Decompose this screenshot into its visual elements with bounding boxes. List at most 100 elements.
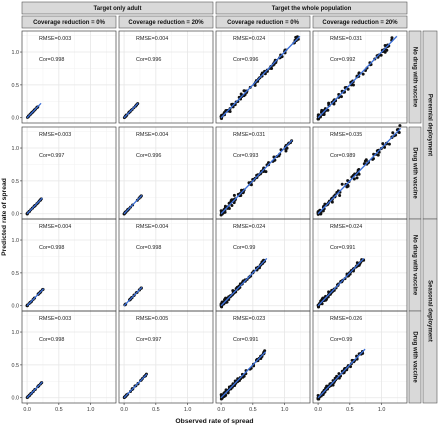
fit-line — [220, 257, 268, 307]
data-point — [390, 36, 394, 40]
rmse-label: RMSE=0.035 — [330, 132, 362, 138]
data-point — [242, 89, 246, 93]
fit-line — [317, 35, 398, 119]
rmse-label: RMSE=0.026 — [330, 316, 362, 322]
data-point — [330, 200, 334, 204]
strip-top-target-whole-box — [215, 1, 408, 15]
rmse-label: RMSE=0.024 — [233, 224, 265, 230]
data-point — [231, 289, 235, 293]
data-point — [316, 117, 320, 121]
strip-column-coverage-label: Coverage reduction = 0% — [227, 20, 300, 26]
cor-label: Cor=0.998 — [136, 245, 161, 251]
x-tick-label: 1.0 — [184, 407, 192, 413]
x-tick-label: 0.5 — [249, 407, 257, 413]
cor-label: Cor=0.997 — [39, 153, 64, 159]
data-point — [364, 158, 368, 162]
strip-column-coverage-box — [21, 15, 117, 29]
strip-row-drug-box — [408, 310, 422, 404]
cor-label: Cor=0.99 — [233, 245, 255, 251]
panel-border — [21, 310, 117, 404]
rmse-label: RMSE=0.004 — [136, 36, 168, 42]
data-point — [381, 142, 385, 146]
cor-label: Cor=0.996 — [136, 57, 161, 63]
data-point — [321, 209, 325, 213]
x-tick-label: 0.5 — [55, 407, 63, 413]
data-point — [284, 149, 288, 153]
cor-label: Cor=0.99 — [330, 337, 352, 343]
cor-label: Cor=0.998 — [39, 57, 64, 63]
fit-line — [26, 102, 42, 119]
y-tick-label: 0.0 — [12, 116, 20, 122]
y-tick-label: 0.0 — [12, 304, 20, 310]
strip-column-coverage-box — [118, 15, 214, 29]
fit-line — [317, 348, 366, 399]
panel-border — [312, 30, 408, 124]
cor-label: Cor=0.998 — [39, 245, 64, 251]
strip-row-drug-label: Drug with vaccine — [411, 147, 417, 199]
strip-outer-seasonal-label: Seasonal deployment — [426, 280, 432, 342]
rmse-label: RMSE=0.003 — [39, 36, 71, 42]
fit-line — [220, 35, 301, 119]
y-tick-label: 1.0 — [12, 238, 20, 244]
fit-line — [123, 102, 139, 119]
fit-line — [26, 381, 43, 399]
rmse-label: RMSE=0.003 — [39, 316, 71, 322]
cor-label: Cor=0.997 — [136, 337, 161, 343]
fit-line — [317, 257, 365, 307]
data-point — [376, 153, 380, 157]
data-point — [230, 203, 234, 207]
rmse-label: RMSE=0.004 — [39, 224, 71, 230]
cor-label: Cor=0.991 — [330, 245, 355, 251]
panel-border — [215, 30, 311, 124]
fit-line — [26, 197, 43, 215]
data-point — [339, 95, 343, 99]
rmse-label: RMSE=0.031 — [233, 132, 265, 138]
strip-row-drug-label: Drug with vaccine — [411, 331, 417, 383]
fit-line — [26, 288, 45, 307]
strip-column-coverage-box — [215, 15, 311, 29]
data-point — [383, 50, 387, 54]
y-tick-label: 1.0 — [12, 50, 20, 56]
cor-label: Cor=0.993 — [233, 153, 258, 159]
strip-column-coverage-label: Coverage reduction = 20% — [128, 20, 204, 26]
strip-column-coverage-label: Coverage reduction = 0% — [33, 20, 106, 26]
data-point — [223, 204, 227, 208]
x-tick-label: 0.5 — [152, 407, 160, 413]
fit-line — [123, 373, 148, 399]
rmse-label: RMSE=0.024 — [330, 224, 362, 230]
fit-line — [123, 286, 143, 307]
x-tick-label: 0.0 — [23, 407, 31, 413]
x-tick-label: 1.0 — [281, 407, 289, 413]
cor-label: Cor=0.992 — [330, 57, 355, 63]
data-point — [387, 142, 391, 146]
y-tick-label: 0.0 — [12, 396, 20, 402]
x-tick-label: 1.0 — [378, 407, 386, 413]
strip-column-coverage-label: Coverage reduction = 20% — [322, 20, 398, 26]
panel-border — [21, 30, 117, 124]
rmse-label: RMSE=0.005 — [136, 316, 168, 322]
strip-row-drug-label: No drug with vaccine — [411, 47, 417, 108]
data-point — [232, 193, 236, 197]
fit-line — [123, 194, 143, 215]
data-point — [263, 349, 267, 353]
y-tick-label: 0.0 — [12, 212, 20, 218]
data-point — [361, 72, 365, 76]
data-point — [346, 87, 350, 91]
rmse-label: RMSE=0.024 — [233, 36, 265, 42]
strip-outer-perennial-label: Perennial deployment — [426, 94, 432, 156]
strip-outer-seasonal-box — [422, 218, 438, 404]
x-tick-label: 0.0 — [217, 407, 225, 413]
panel-border — [215, 310, 311, 404]
data-point — [340, 182, 344, 186]
rmse-label: RMSE=0.023 — [233, 316, 265, 322]
data-point — [232, 201, 236, 205]
strip-top-target-adult-box — [21, 1, 214, 15]
data-point — [264, 170, 268, 174]
data-point — [355, 176, 359, 180]
x-tick-label: 1.0 — [87, 407, 95, 413]
fit-line — [220, 351, 267, 399]
x-axis-title: Observed rate of spread — [175, 418, 253, 425]
rmse-label: RMSE=0.003 — [39, 132, 71, 138]
y-tick-label: 0.5 — [12, 271, 20, 277]
data-point — [223, 210, 227, 214]
